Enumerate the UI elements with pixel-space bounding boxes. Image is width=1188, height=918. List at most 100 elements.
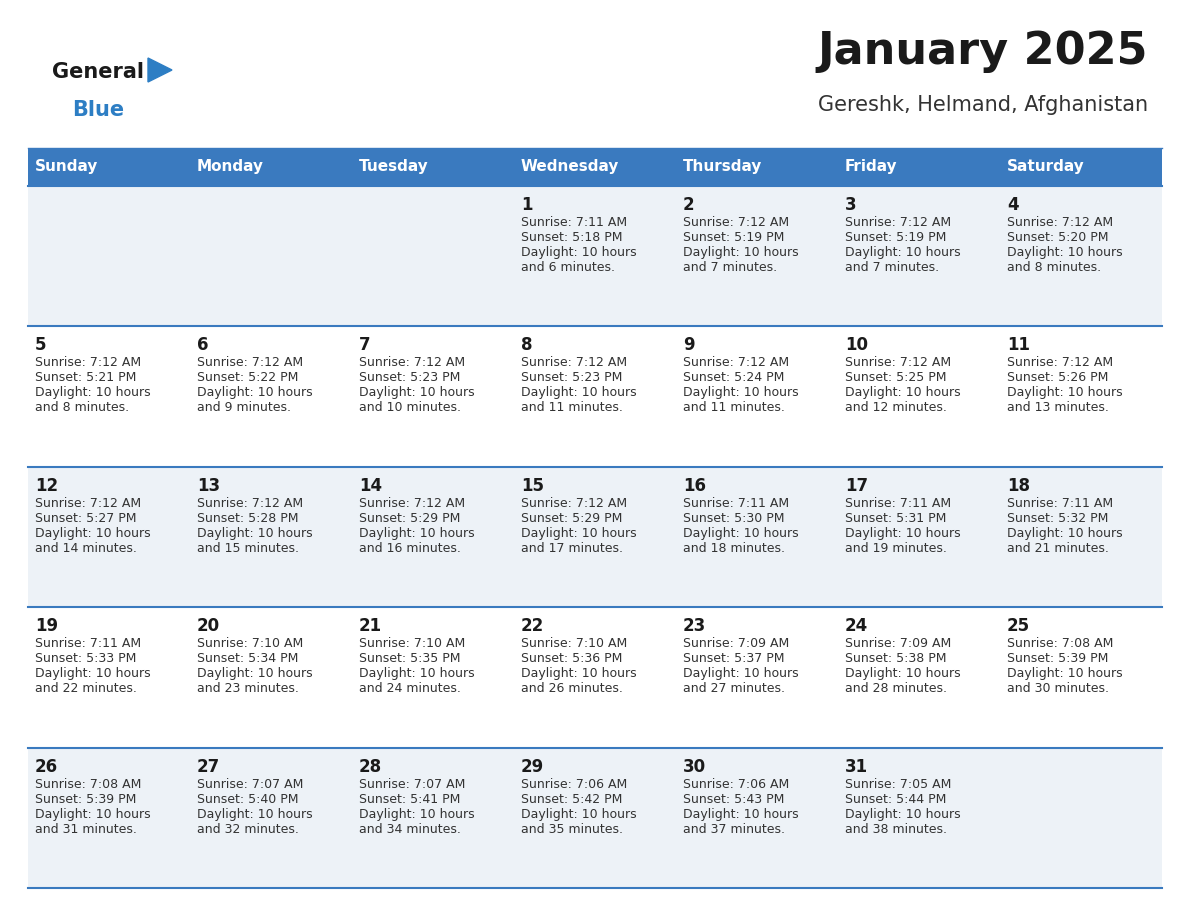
Bar [514,607,676,747]
Text: and 8 minutes.: and 8 minutes. [1007,261,1101,274]
Bar [1000,466,1162,607]
Text: Sunset: 5:23 PM: Sunset: 5:23 PM [522,372,623,385]
Text: and 8 minutes.: and 8 minutes. [34,401,129,414]
Text: 25: 25 [1007,617,1030,635]
Text: Sunrise: 7:08 AM: Sunrise: 7:08 AM [1007,637,1113,650]
Text: Sunset: 5:22 PM: Sunset: 5:22 PM [197,372,298,385]
Text: Daylight: 10 hours: Daylight: 10 hours [845,808,961,821]
Text: Sunrise: 7:12 AM: Sunrise: 7:12 AM [845,216,952,229]
Text: and 9 minutes.: and 9 minutes. [197,401,291,414]
Bar [190,148,352,186]
Text: Daylight: 10 hours: Daylight: 10 hours [683,246,798,259]
Text: Sunrise: 7:10 AM: Sunrise: 7:10 AM [197,637,303,650]
Text: 31: 31 [845,757,868,776]
Text: Sunset: 5:19 PM: Sunset: 5:19 PM [683,231,784,244]
Text: Sunrise: 7:08 AM: Sunrise: 7:08 AM [34,778,141,790]
Bar [514,466,676,607]
Text: Daylight: 10 hours: Daylight: 10 hours [34,527,151,540]
Text: Sunset: 5:33 PM: Sunset: 5:33 PM [34,652,137,666]
Bar [514,148,676,186]
Text: Daylight: 10 hours: Daylight: 10 hours [522,386,637,399]
Text: Sunset: 5:42 PM: Sunset: 5:42 PM [522,792,623,806]
Text: Thursday: Thursday [683,160,763,174]
Text: Sunrise: 7:12 AM: Sunrise: 7:12 AM [683,216,789,229]
Text: Sunset: 5:43 PM: Sunset: 5:43 PM [683,792,784,806]
Text: Sunrise: 7:12 AM: Sunrise: 7:12 AM [34,497,141,509]
Text: Sunset: 5:44 PM: Sunset: 5:44 PM [845,792,947,806]
Text: and 10 minutes.: and 10 minutes. [359,401,461,414]
Text: Blue: Blue [72,100,124,120]
Text: and 27 minutes.: and 27 minutes. [683,682,785,695]
Text: Daylight: 10 hours: Daylight: 10 hours [197,386,312,399]
Text: 29: 29 [522,757,544,776]
Bar [1000,747,1162,888]
Text: and 6 minutes.: and 6 minutes. [522,261,615,274]
Text: Sunset: 5:35 PM: Sunset: 5:35 PM [359,652,461,666]
Bar [190,607,352,747]
Text: Sunset: 5:29 PM: Sunset: 5:29 PM [359,512,461,525]
Text: Sunset: 5:20 PM: Sunset: 5:20 PM [1007,231,1108,244]
Text: 1: 1 [522,196,532,214]
Text: Saturday: Saturday [1007,160,1085,174]
Text: Daylight: 10 hours: Daylight: 10 hours [845,527,961,540]
Text: Daylight: 10 hours: Daylight: 10 hours [683,386,798,399]
Text: Sunrise: 7:09 AM: Sunrise: 7:09 AM [683,637,789,650]
Text: Gereshk, Helmand, Afghanistan: Gereshk, Helmand, Afghanistan [817,95,1148,115]
Bar [838,327,1000,466]
Text: Sunrise: 7:11 AM: Sunrise: 7:11 AM [34,637,141,650]
Text: Sunset: 5:39 PM: Sunset: 5:39 PM [1007,652,1108,666]
Text: Daylight: 10 hours: Daylight: 10 hours [34,808,151,821]
Bar [29,148,190,186]
Text: 28: 28 [359,757,383,776]
Text: Daylight: 10 hours: Daylight: 10 hours [1007,527,1123,540]
Text: and 7 minutes.: and 7 minutes. [845,261,940,274]
Text: and 31 minutes.: and 31 minutes. [34,823,137,835]
Text: 16: 16 [683,476,706,495]
Text: 22: 22 [522,617,544,635]
Text: Daylight: 10 hours: Daylight: 10 hours [522,667,637,680]
Text: Sunset: 5:30 PM: Sunset: 5:30 PM [683,512,784,525]
Bar [29,327,190,466]
Text: Daylight: 10 hours: Daylight: 10 hours [1007,667,1123,680]
Bar [1000,148,1162,186]
Text: 4: 4 [1007,196,1018,214]
Text: Sunrise: 7:06 AM: Sunrise: 7:06 AM [522,778,627,790]
Text: and 21 minutes.: and 21 minutes. [1007,542,1108,554]
Bar [514,747,676,888]
Bar [676,186,838,327]
Text: Sunrise: 7:12 AM: Sunrise: 7:12 AM [683,356,789,369]
Text: and 18 minutes.: and 18 minutes. [683,542,785,554]
Text: Sunset: 5:32 PM: Sunset: 5:32 PM [1007,512,1108,525]
Text: Sunset: 5:29 PM: Sunset: 5:29 PM [522,512,623,525]
Text: 2: 2 [683,196,695,214]
Bar [838,607,1000,747]
Bar [676,607,838,747]
Text: Sunset: 5:27 PM: Sunset: 5:27 PM [34,512,137,525]
Bar [352,186,514,327]
Bar [352,327,514,466]
Text: and 16 minutes.: and 16 minutes. [359,542,461,554]
Text: 3: 3 [845,196,857,214]
Text: Sunrise: 7:12 AM: Sunrise: 7:12 AM [1007,216,1113,229]
Text: 27: 27 [197,757,220,776]
Bar [676,148,838,186]
Text: Sunset: 5:41 PM: Sunset: 5:41 PM [359,792,461,806]
Bar [190,186,352,327]
Text: Sunrise: 7:10 AM: Sunrise: 7:10 AM [522,637,627,650]
Text: Sunset: 5:28 PM: Sunset: 5:28 PM [197,512,298,525]
Text: and 26 minutes.: and 26 minutes. [522,682,623,695]
Bar [29,186,190,327]
Text: Daylight: 10 hours: Daylight: 10 hours [197,527,312,540]
Text: General: General [52,62,144,82]
Text: Sunset: 5:34 PM: Sunset: 5:34 PM [197,652,298,666]
Text: Sunset: 5:18 PM: Sunset: 5:18 PM [522,231,623,244]
Text: Sunrise: 7:12 AM: Sunrise: 7:12 AM [1007,356,1113,369]
Text: Friday: Friday [845,160,898,174]
Text: Sunset: 5:25 PM: Sunset: 5:25 PM [845,372,947,385]
Text: Daylight: 10 hours: Daylight: 10 hours [1007,246,1123,259]
Text: Daylight: 10 hours: Daylight: 10 hours [522,808,637,821]
Bar [676,747,838,888]
Text: 12: 12 [34,476,58,495]
Text: Sunrise: 7:11 AM: Sunrise: 7:11 AM [1007,497,1113,509]
Text: Daylight: 10 hours: Daylight: 10 hours [845,667,961,680]
